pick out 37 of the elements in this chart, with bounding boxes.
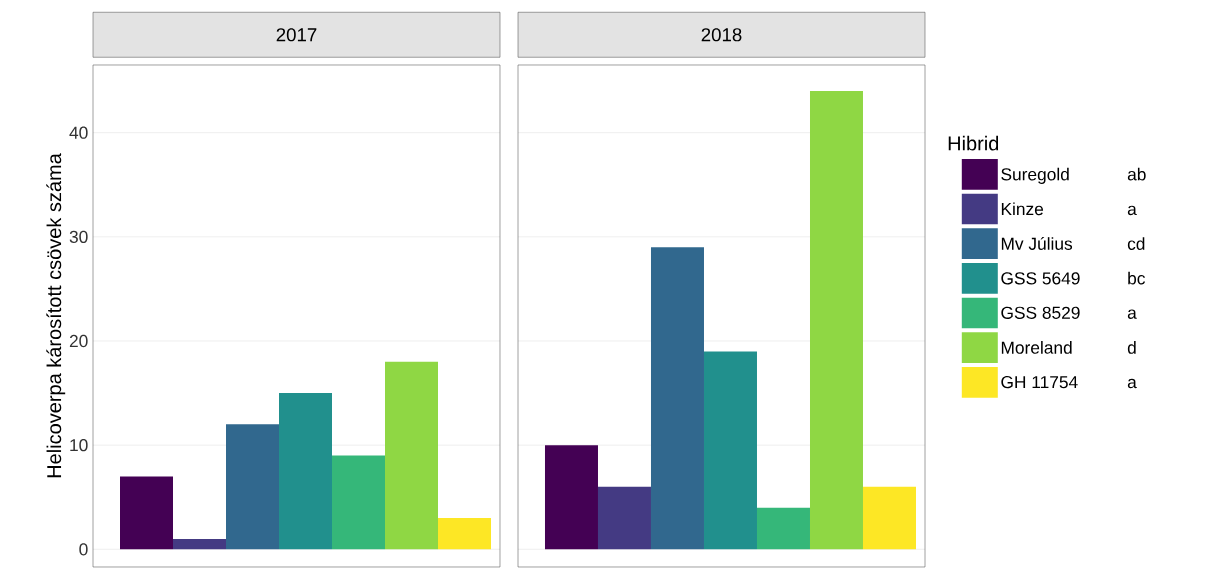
- bar: [544, 445, 598, 550]
- x-tick-label: 2017: [276, 28, 317, 42]
- bar: [597, 486, 651, 550]
- y-tick-label: 30: [69, 230, 88, 243]
- bar: [438, 518, 491, 550]
- bar: [120, 476, 173, 550]
- legend-label: Moreland: [1001, 341, 1072, 354]
- y-axis-title: Helicoverpa károsított csövek száma: [46, 153, 66, 478]
- bar: [862, 486, 916, 550]
- text: cd: [1127, 237, 1145, 250]
- x-tick-label: 2018: [701, 28, 742, 42]
- legend-label: GSS 5649: [1001, 272, 1080, 285]
- legend-label: Kinze: [1001, 202, 1044, 216]
- text: ab: [1127, 167, 1146, 181]
- bar: [809, 91, 863, 550]
- text: bc: [1128, 271, 1145, 285]
- text: a: [1127, 205, 1137, 216]
- bar: [226, 424, 279, 550]
- y-tick-label: 20: [69, 334, 88, 348]
- legend-label: Suregold: [1001, 167, 1069, 184]
- legend-label: Mv Július: [1001, 236, 1073, 250]
- bar: [332, 455, 385, 550]
- bar: [703, 351, 757, 550]
- legend-label: GH 11754: [1001, 375, 1078, 389]
- bar: [173, 538, 226, 550]
- y-tick-label: 0: [79, 543, 88, 556]
- bar: [756, 507, 810, 550]
- text: a: [1127, 309, 1137, 319]
- bar: [385, 361, 438, 550]
- text: a: [1127, 378, 1137, 389]
- legend-title: Hibrid: [948, 135, 999, 151]
- text: d: [1127, 341, 1136, 354]
- bar: [279, 393, 332, 550]
- legend-label: GSS 8529: [1001, 306, 1080, 319]
- y-tick-label: 10: [70, 439, 88, 452]
- y-tick-label: 40: [69, 126, 88, 139]
- bar: [650, 247, 704, 550]
